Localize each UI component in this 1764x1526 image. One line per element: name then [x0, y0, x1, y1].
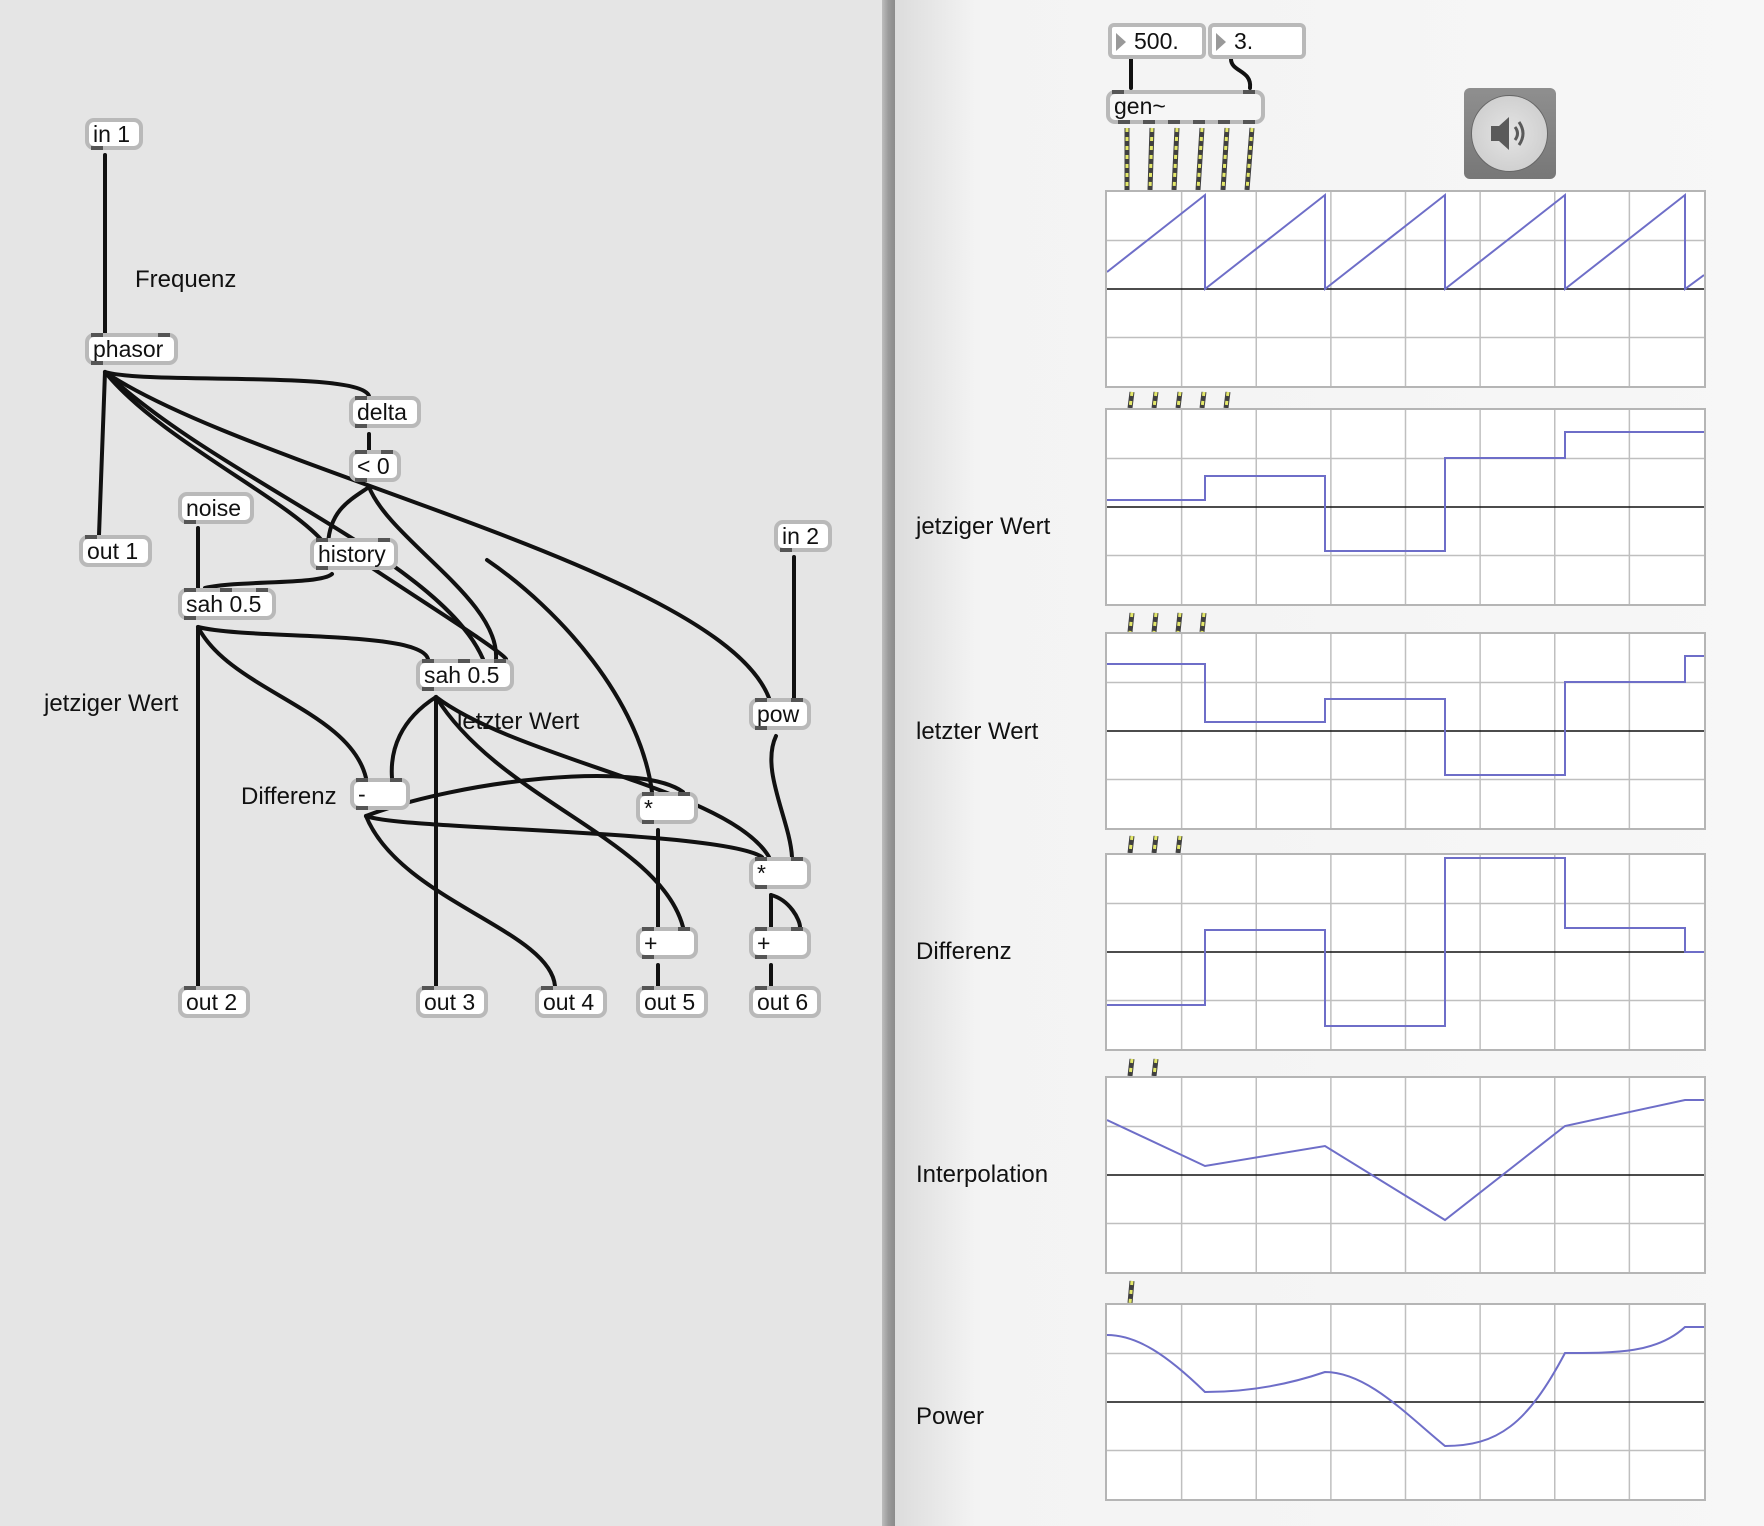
out2-object[interactable]: out 2 [178, 986, 250, 1018]
cord [203, 572, 334, 590]
scope-grid [1107, 192, 1704, 386]
scope-label-differenz: Differenz [916, 938, 1012, 965]
cord [389, 695, 438, 780]
signal-trace [1107, 431, 1704, 552]
noise-object[interactable]: noise [178, 492, 254, 524]
sah2-object[interactable]: sah 0.5 [416, 659, 514, 691]
signal-trace [1107, 857, 1704, 1027]
plus2-object[interactable]: + [749, 927, 811, 959]
out6-object[interactable]: out 6 [749, 986, 821, 1018]
plus1-object[interactable]: + [636, 927, 698, 959]
out1-object[interactable]: out 1 [79, 535, 152, 567]
scope-power[interactable] [1105, 1303, 1706, 1501]
number-box-frequency[interactable]: 500. [1108, 23, 1206, 59]
sah1-object[interactable]: sah 0.5 [178, 588, 276, 620]
signal-trace [1107, 1099, 1704, 1222]
cord [103, 370, 771, 700]
scope-label-interpolation: Interpolation [916, 1161, 1049, 1188]
cord [97, 370, 107, 537]
scope-letzter-wert[interactable] [1105, 632, 1706, 830]
in1-object[interactable]: in 1 [85, 118, 143, 150]
speaker-icon [1491, 117, 1525, 150]
pow-object[interactable]: pow [749, 698, 811, 730]
scope-interpolation[interactable] [1105, 1076, 1706, 1274]
cord [196, 625, 430, 661]
multiply2-object[interactable]: * [749, 857, 811, 889]
out5-object[interactable]: out 5 [636, 986, 708, 1018]
out4-object[interactable]: out 4 [535, 986, 607, 1018]
cord [769, 893, 802, 929]
cord [326, 485, 371, 546]
scope-label-power: Power [916, 1403, 985, 1430]
cord [364, 814, 764, 859]
cord [103, 370, 485, 661]
out3-object[interactable]: out 3 [416, 986, 488, 1018]
scope-grid [1107, 855, 1704, 1049]
comment-frequenz: Frequenz [135, 266, 237, 293]
scope-grid [1107, 410, 1704, 604]
scope-grid [1107, 1305, 1704, 1499]
cord [434, 695, 685, 929]
scope-differenz[interactable] [1105, 853, 1706, 1051]
signal-trace [1107, 1326, 1704, 1448]
multiply1-object[interactable]: * [636, 792, 698, 824]
cord [485, 558, 654, 794]
cord [196, 625, 368, 780]
less-than-zero-object[interactable]: < 0 [349, 450, 401, 482]
number-triangle-icon [1216, 33, 1226, 51]
split-divider[interactable] [882, 0, 895, 1526]
gen-tilde-object[interactable]: gen~ [1106, 90, 1265, 124]
scope-phasor[interactable] [1105, 190, 1706, 388]
comment-jetziger-wert: jetziger Wert [44, 690, 179, 717]
cord [1229, 57, 1253, 90]
comment-letzter-wert: letzter Wert [457, 708, 580, 735]
scope-label-letzter-wert: letzter Wert [916, 718, 1039, 745]
signal-trace [1107, 655, 1704, 776]
comment-differenz: Differenz [241, 783, 337, 810]
cord [367, 485, 499, 661]
delta-object[interactable]: delta [349, 396, 421, 428]
gen-patcher-canvas[interactable] [0, 0, 882, 1526]
cord [358, 558, 508, 661]
cord [364, 814, 557, 988]
history-object[interactable]: history [310, 538, 398, 570]
scope-grid [1107, 1078, 1704, 1272]
number-box-power[interactable]: 3. [1208, 23, 1306, 59]
cord [103, 370, 327, 546]
signal-trace [1107, 192, 1704, 292]
cord [103, 370, 371, 398]
number-triangle-icon [1116, 33, 1126, 51]
cord [769, 734, 794, 859]
scope-jetziger-wert[interactable] [1105, 408, 1706, 606]
phasor-object[interactable]: phasor [85, 333, 178, 365]
in2-object[interactable]: in 2 [774, 520, 832, 552]
minus-object[interactable]: - [350, 778, 410, 810]
scope-label-jetziger-wert: jetziger Wert [916, 513, 1051, 540]
ezdac-speaker-button[interactable] [1464, 88, 1556, 179]
scope-grid [1107, 634, 1704, 828]
